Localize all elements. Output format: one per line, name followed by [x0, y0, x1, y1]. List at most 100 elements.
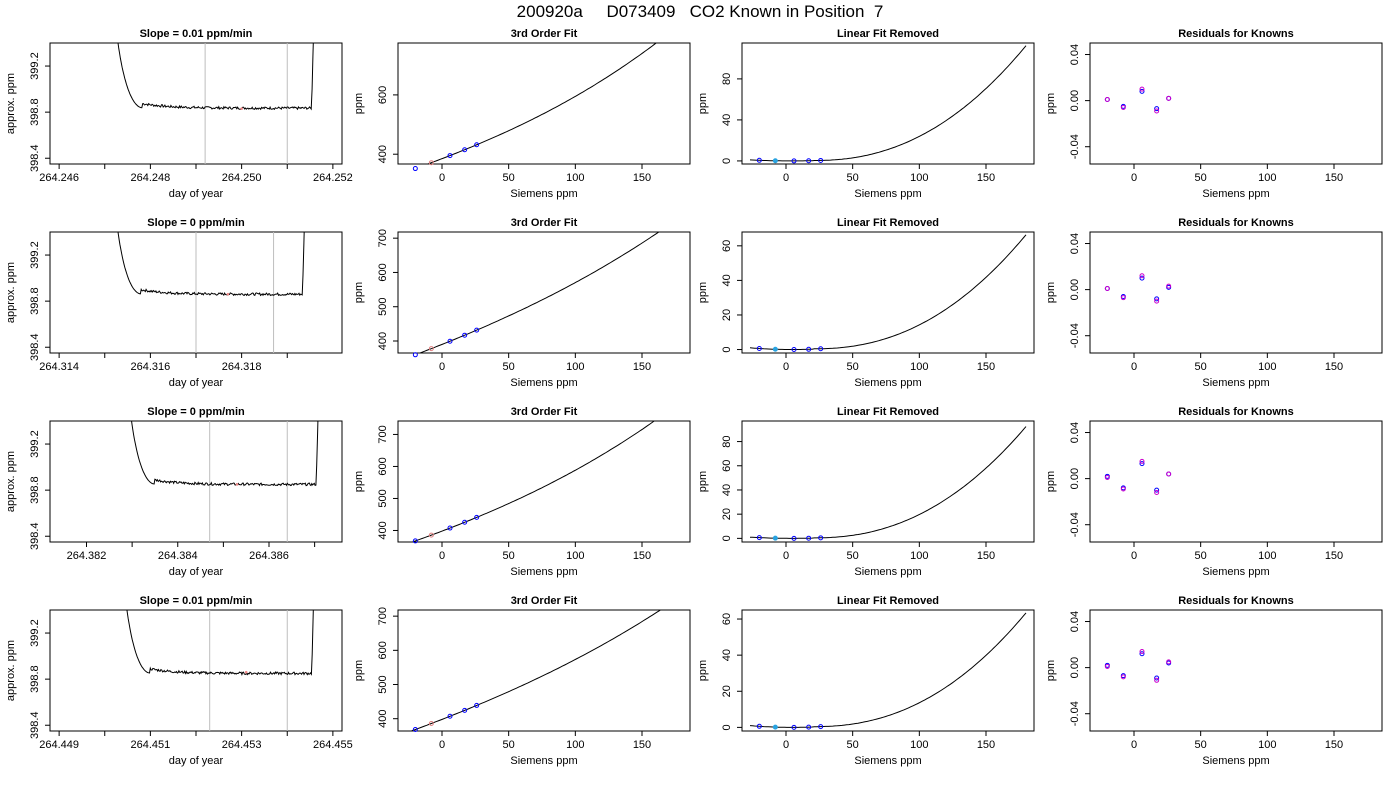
x-tick-label: 100 [566, 361, 584, 373]
x-tick-label: 150 [977, 739, 995, 751]
y-tick-label: 400 [377, 145, 389, 163]
residual-point [1139, 275, 1145, 281]
known-point [791, 347, 797, 353]
plot-frame [741, 609, 1035, 732]
residual-point [1154, 108, 1160, 114]
known-point [818, 157, 824, 163]
known-point [818, 346, 824, 352]
y-tick-label: 60 [721, 460, 733, 472]
x-tick-label: 264.318 [222, 361, 262, 373]
x-axis-label: Siemens ppm [854, 377, 921, 389]
x-tick-label: 264.382 [67, 550, 107, 562]
known-point [791, 724, 797, 730]
y-axis-label: ppm [353, 93, 365, 114]
y-tick-label: 20 [721, 685, 733, 697]
y-tick-label: -0.04 [1069, 701, 1081, 726]
flagged-point [240, 107, 243, 110]
residual-point [1139, 651, 1145, 657]
x-tick-label: 0 [783, 739, 789, 751]
residual-point [1154, 677, 1160, 683]
panel-r3-c4: Residuals for Knowns Siemens ppm ppm 0 50 100… [1045, 406, 1383, 578]
residual-point [1166, 471, 1172, 477]
x-axis-label: Siemens ppm [1202, 188, 1269, 200]
x-tick-label: 0 [1131, 550, 1137, 562]
x-tick-label: 150 [633, 550, 651, 562]
known-point [474, 702, 480, 708]
plot-frame [741, 42, 1035, 165]
residual-point [1104, 474, 1110, 480]
known-point [772, 346, 778, 352]
x-tick-label: 264.386 [249, 550, 289, 562]
panel-r3-c1: Slope = 0 ppm/min day of year approx. ppm 2… [5, 406, 343, 578]
y-tick-label: 500 [377, 675, 389, 693]
x-tick-label: 150 [977, 361, 995, 373]
x-axis-label: day of year [169, 188, 224, 200]
x-tick-label: 264.248 [130, 172, 170, 184]
residual-point [1104, 663, 1110, 669]
y-tick-label: 399.2 [29, 52, 41, 80]
known-point [818, 724, 824, 730]
y-tick-label: 40 [721, 114, 733, 126]
x-tick-label: 50 [503, 172, 515, 184]
y-tick-label: 700 [377, 425, 389, 443]
y-axis-label: approx. ppm [5, 451, 17, 512]
x-tick-label: 150 [633, 739, 651, 751]
y-tick-label: 600 [377, 86, 389, 104]
x-tick-label: 100 [910, 739, 928, 751]
residual-point [1166, 283, 1172, 289]
y-tick-label: 398.8 [29, 287, 41, 315]
panel-r3-c2: 3rd Order Fit Siemens ppm ppm 0 50 100 150 400 5… [353, 406, 691, 578]
y-tick-label: 398.4 [29, 333, 41, 361]
x-tick-label: 50 [847, 361, 859, 373]
y-tick-label: 600 [377, 263, 389, 281]
x-tick-label: 150 [1325, 739, 1343, 751]
x-axis-label: Siemens ppm [1202, 377, 1269, 389]
x-tick-label: 150 [1325, 361, 1343, 373]
residual-point [1120, 486, 1126, 492]
y-axis-label: ppm [1045, 93, 1057, 114]
panel-title: Slope = 0.01 ppm/min [140, 595, 253, 607]
known-point [474, 327, 480, 333]
panel-title: Linear Fit Removed [837, 217, 939, 229]
y-tick-label: 80 [721, 73, 733, 85]
known-point [772, 535, 778, 541]
x-axis-label: Siemens ppm [510, 377, 577, 389]
residual-point [1120, 105, 1126, 111]
y-tick-label: 0.04 [1069, 233, 1081, 254]
panel-r2-c4: Residuals for Knowns Siemens ppm ppm 0 50 100… [1045, 217, 1383, 389]
y-tick-label: 20 [721, 508, 733, 520]
y-tick-label: 0.00 [1069, 90, 1081, 111]
x-tick-label: 100 [1258, 550, 1276, 562]
y-tick-label: -0.04 [1069, 512, 1081, 537]
y-tick-label: 500 [377, 489, 389, 507]
concentration-trace [131, 421, 319, 487]
x-tick-label: 264.246 [39, 172, 79, 184]
panel-r3-c3: Linear Fit Removed Siemens ppm ppm 0 50 100 15… [697, 406, 1035, 578]
known-point [447, 153, 453, 159]
known-point [447, 525, 453, 531]
known-point [462, 707, 468, 713]
x-tick-label: 150 [1325, 550, 1343, 562]
known-point [428, 532, 434, 538]
plot-frame [49, 609, 343, 732]
y-tick-label: 400 [377, 332, 389, 350]
y-tick-label: 60 [721, 613, 733, 625]
known-point [428, 720, 434, 726]
y-tick-label: 398.8 [29, 476, 41, 504]
x-axis-label: Siemens ppm [854, 188, 921, 200]
residual-point [1139, 461, 1145, 467]
x-tick-label: 150 [633, 361, 651, 373]
x-tick-label: 100 [910, 550, 928, 562]
x-tick-label: 0 [439, 550, 445, 562]
flagged-point [235, 483, 239, 486]
x-tick-label: 50 [847, 550, 859, 562]
y-tick-label: 500 [377, 298, 389, 316]
y-axis-label: ppm [353, 471, 365, 492]
panel-r1-c3: Linear Fit Removed Siemens ppm ppm 0 50 100 15… [697, 28, 1035, 200]
x-axis-label: Siemens ppm [854, 755, 921, 767]
x-tick-label: 0 [439, 739, 445, 751]
y-tick-label: 0 [721, 535, 733, 541]
known-point [806, 158, 812, 164]
known-point [428, 346, 434, 352]
known-point [772, 724, 778, 730]
